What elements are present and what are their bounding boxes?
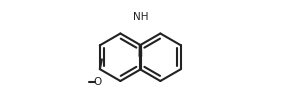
Text: O: O (93, 77, 101, 87)
Text: NH: NH (133, 12, 148, 22)
